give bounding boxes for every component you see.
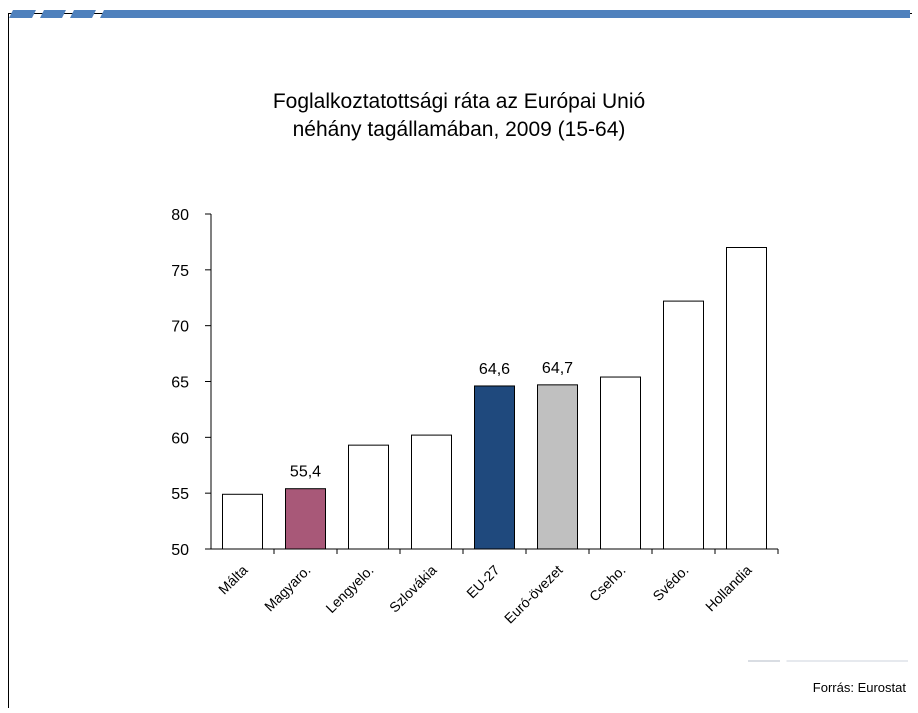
bar-5 (537, 384, 578, 550)
x-tick-label-4: EU-27 (463, 562, 503, 602)
footer-divider (748, 660, 908, 662)
x-tick-label-7: Svédo. (649, 562, 691, 604)
bar-0 (222, 493, 263, 550)
x-tick-label-2: Lengyelo. (322, 562, 376, 616)
chart-title-line-2: néhány tagállamában, 2009 (15-64) (292, 118, 626, 141)
x-tick-label-1: Magyaro. (261, 562, 314, 615)
chart-title-line-1: Foglalkoztatottsági ráta az Európai Unió (272, 90, 646, 113)
x-tick-label-8: Hollandia (702, 562, 755, 615)
bar-7 (663, 300, 704, 550)
data-label-4: 64,6 (479, 361, 510, 378)
x-tick-label-0: Málta (215, 562, 251, 598)
y-tick-label-4: 70 (171, 319, 189, 336)
bar-8 (726, 247, 767, 550)
y-tick-label-5: 75 (171, 263, 189, 280)
y-tick-label-0: 50 (171, 542, 189, 559)
x-tick-label-3: Szlovákia (386, 562, 440, 616)
bar-3 (411, 434, 452, 550)
chart-title: Foglalkoztatottsági ráta az Európai Unió… (0, 88, 918, 144)
bar-2 (348, 444, 389, 550)
data-label-5: 64,7 (542, 360, 573, 377)
header-accent-bar (9, 10, 910, 18)
y-tick-label-1: 55 (171, 486, 189, 503)
bar-1 (285, 488, 326, 550)
source-note: Forrás: Eurostat (812, 680, 906, 695)
y-tick-label-6: 80 (171, 207, 189, 224)
x-tick-label-5: Euró-övezet (501, 562, 566, 627)
bar-4 (474, 385, 515, 550)
y-tick-label-3: 65 (171, 375, 189, 392)
bar-6 (600, 376, 641, 550)
x-tick-label-6: Cseho. (586, 562, 629, 605)
data-label-1: 55,4 (290, 464, 321, 481)
y-tick-label-2: 60 (171, 430, 189, 447)
